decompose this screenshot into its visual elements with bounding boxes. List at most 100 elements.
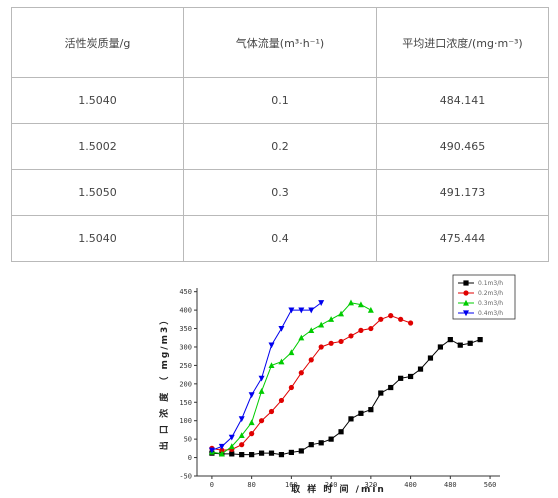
table-cell: 0.1 <box>183 77 377 124</box>
data-point <box>248 392 255 399</box>
series-3 <box>208 299 374 457</box>
data-point <box>278 325 285 332</box>
table-cell: 491.173 <box>376 169 549 216</box>
data-point <box>417 366 424 372</box>
data-point <box>249 431 255 437</box>
data-point <box>347 299 354 306</box>
table-cell: 1.5040 <box>11 77 184 124</box>
data-point <box>249 452 255 458</box>
data-point <box>268 408 275 415</box>
legend: 0.1m3/h 0.2m3/h 0.3m3/h 0.4m3/h <box>452 274 516 320</box>
data-point <box>308 442 314 448</box>
y-tick-label: 150 <box>179 399 192 407</box>
data-point <box>398 316 404 322</box>
data-point <box>228 434 235 441</box>
table-cell: 0.3 <box>183 169 377 216</box>
breakthrough-chart: -50 0 50 100 150 200 250 300 350 400 450 0 80 160 240… <box>158 274 516 495</box>
data-point <box>288 349 295 356</box>
data-point <box>318 321 325 328</box>
table-row: 1.5040 0.1 484.141 <box>11 77 549 124</box>
series-4 <box>208 300 325 454</box>
data-point <box>348 333 354 339</box>
data-point <box>358 410 364 416</box>
header-cell: 气体流量(m³·h⁻¹) <box>183 7 377 78</box>
data-point <box>477 337 483 343</box>
data-point <box>238 416 245 423</box>
data-point <box>288 449 294 456</box>
y-axis-ticks: -50 0 50 100 150 200 250 300 350 400 450 <box>179 288 197 481</box>
data-point <box>463 299 469 306</box>
data-point <box>367 306 374 313</box>
x-tick-label: 400 <box>404 481 417 489</box>
table-cell: 1.5040 <box>11 215 184 262</box>
y-tick-label: 300 <box>179 343 192 351</box>
data-point <box>258 375 265 382</box>
data-point <box>348 416 354 422</box>
data-point <box>328 436 334 442</box>
data-table: 活性炭质量/g 气体流量(m³·h⁻¹) 平均进口浓度/(mg·m⁻³) 1.5… <box>11 7 549 262</box>
data-point <box>463 290 469 296</box>
x-tick-label: 240 <box>325 481 338 489</box>
data-point <box>368 407 374 413</box>
data-point <box>388 313 394 319</box>
data-point <box>258 450 265 456</box>
data-point <box>308 357 314 363</box>
table-cell: 1.5002 <box>11 123 184 170</box>
x-tick-label: 80 <box>247 481 255 489</box>
data-point <box>239 452 245 458</box>
data-point <box>238 432 245 439</box>
data-point <box>328 340 334 346</box>
data-point <box>268 362 275 369</box>
data-point <box>463 280 469 286</box>
data-point <box>338 310 345 317</box>
data-point <box>228 443 235 450</box>
table-header-row: 活性炭质量/g 气体流量(m³·h⁻¹) 平均进口浓度/(mg·m⁻³) <box>11 7 549 78</box>
table-row: 1.5002 0.2 490.465 <box>11 123 549 170</box>
data-point <box>357 301 364 308</box>
x-tick-label: 320 <box>365 481 378 489</box>
data-point <box>258 388 265 394</box>
data-point <box>318 300 325 306</box>
x-tick-label: 160 <box>285 481 298 489</box>
data-point <box>328 316 335 322</box>
table-cell: 0.4 <box>183 215 377 262</box>
series-line <box>211 315 411 451</box>
y-tick-label: 350 <box>179 325 192 333</box>
series-2 <box>209 313 414 453</box>
data-point <box>298 448 304 454</box>
data-point <box>229 451 235 457</box>
data-point <box>318 344 324 350</box>
y-tick-label: 0 <box>188 454 192 462</box>
y-tick-label: -50 <box>179 473 192 481</box>
series-line <box>211 302 372 455</box>
legend-entry: 0.2m3/h <box>478 290 503 297</box>
table-cell: 490.465 <box>376 123 549 170</box>
header-cell: 平均进口浓度/(mg·m⁻³) <box>376 7 549 78</box>
x-tick-label: 0 <box>210 481 214 489</box>
data-point <box>288 384 294 391</box>
data-point <box>398 375 404 381</box>
data-point <box>378 316 384 322</box>
data-point <box>219 447 225 453</box>
data-point <box>338 338 344 345</box>
table-cell: 1.5050 <box>11 169 184 216</box>
series-1 <box>209 337 483 458</box>
data-point <box>467 340 473 346</box>
data-point <box>278 397 285 404</box>
data-point <box>463 310 469 317</box>
data-point <box>268 450 275 456</box>
data-point <box>338 429 344 435</box>
table-cell: 484.141 <box>376 77 549 124</box>
data-point <box>298 334 305 341</box>
series-layer <box>208 299 483 458</box>
data-point <box>457 342 463 348</box>
x-axis-title: 取 样 时 间 /min <box>291 483 386 495</box>
series-line <box>211 302 322 451</box>
y-tick-label: 250 <box>179 362 192 370</box>
data-point <box>378 390 384 396</box>
x-tick-label: 560 <box>484 481 497 489</box>
data-point <box>268 342 275 349</box>
y-tick-label: 400 <box>179 307 192 315</box>
data-point <box>308 327 315 333</box>
data-point <box>358 327 364 333</box>
